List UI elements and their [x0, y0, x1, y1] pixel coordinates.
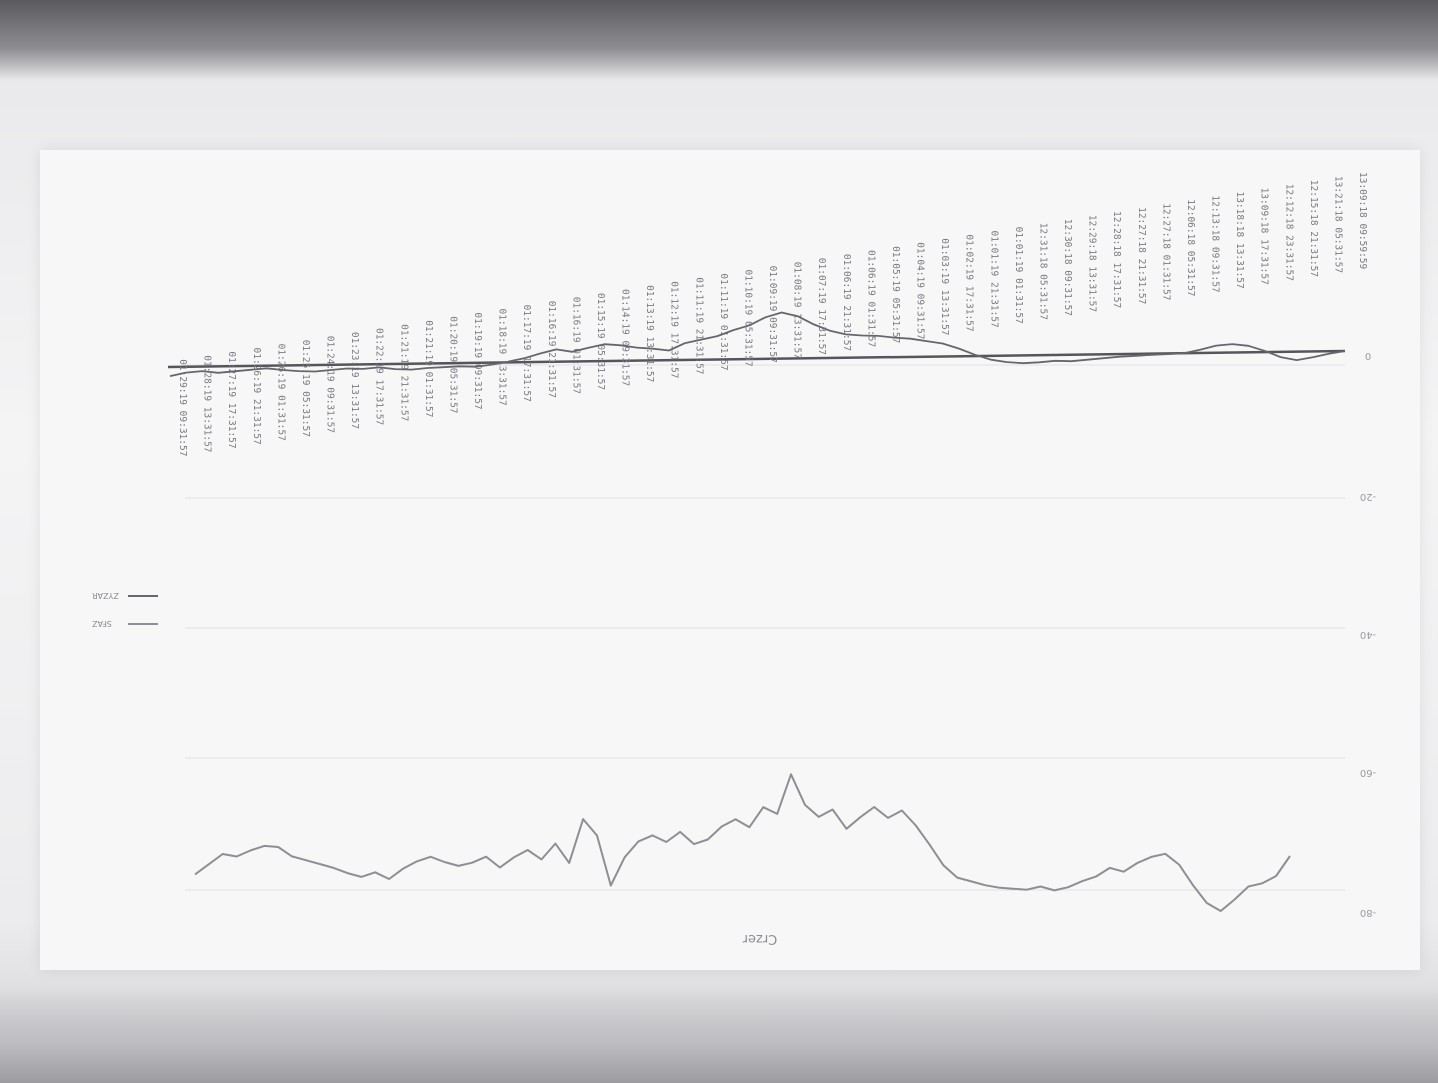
x-tick-label: 01:28:19 13:31:57: [202, 355, 213, 452]
x-tick-label: 01:21:19 21:31:57: [398, 324, 409, 421]
x-tick-label: 01:26:19 01:31:57: [275, 344, 286, 441]
x-tick-label: 01:23:19 13:31:57: [349, 332, 360, 429]
y-tick-label: -80: [1360, 907, 1376, 918]
x-axis-tick-labels: 13:09:18 09:59:59 13:21:18 05:31:57 12:15:…: [177, 172, 1368, 456]
x-tick-label: 01:09:19 09:31:57: [767, 266, 778, 363]
y-axis-tick-labels: 0 -20 -40 -60 -80: [1360, 350, 1376, 918]
x-tick-label: 01:14:19 09:31:57: [620, 289, 631, 386]
desk-background-top: [0, 0, 1438, 80]
x-tick-label: 01:03:19 13:31:57: [939, 238, 950, 335]
y-tick-label: -20: [1360, 491, 1376, 502]
legend: ZYZAR SFAZ: [91, 591, 158, 628]
x-tick-label: 01:13:19 13:31:57: [644, 285, 655, 382]
x-tick-label: 12:27:18 21:31:57: [1136, 207, 1147, 304]
x-tick-label: 12:31:18 05:31:57: [1037, 223, 1048, 320]
x-tick-label: 12:06:18 05:31:57: [1185, 199, 1196, 296]
x-tick-label: 01:16:19 21:31:57: [546, 301, 557, 398]
x-tick-label: 01:29:19 09:31:57: [177, 359, 188, 456]
series-line-lower: [194, 773, 1291, 912]
x-tick-label: 01:06:19 21:31:57: [841, 254, 852, 351]
y-tick-label: -60: [1360, 767, 1376, 778]
x-tick-label: 01:24:19 09:31:57: [325, 336, 336, 433]
x-tick-label: 12:27:18 01:31:57: [1160, 203, 1171, 300]
x-tick-label: 01:25:19 05:31:57: [300, 340, 311, 437]
x-tick-label: 13:09:18 09:59:59: [1357, 172, 1368, 270]
x-tick-label: 01:06:19 01:31:57: [865, 250, 876, 347]
x-tick-label: 12:12:18 23:31:57: [1283, 184, 1294, 281]
x-tick-label: 01:01:19 01:31:57: [1013, 227, 1024, 324]
x-tick-label: 12:29:18 13:31:57: [1087, 215, 1098, 312]
printed-paper: [40, 150, 1420, 970]
x-tick-label: 13:18:18 13:31:57: [1234, 192, 1245, 289]
chart-title: Crzer: [742, 931, 777, 946]
x-tick-label: 13:09:18 17:31:57: [1259, 188, 1270, 285]
x-tick-label: 12:28:18 17:31:57: [1111, 211, 1122, 308]
x-tick-label: 01:15:19 05:31:57: [595, 293, 606, 390]
x-tick-label: 01:20:19 05:31:57: [447, 316, 458, 413]
gridlines: [185, 364, 1345, 891]
legend-label: ZYZAR: [92, 591, 119, 600]
x-tick-label: 01:12:19 17:31:57: [669, 281, 680, 378]
legend-label: SFAZ: [91, 619, 111, 628]
x-tick-label: 01:16:19 01:31:57: [570, 297, 581, 394]
x-tick-label: 01:01:19 21:31:57: [988, 231, 999, 328]
zero-axis: [167, 349, 1346, 369]
x-tick-label: 12:13:18 09:31:57: [1210, 195, 1221, 292]
x-tick-label: 12:30:18 09:31:57: [1062, 219, 1073, 316]
x-tick-label: 01:26:19 21:31:57: [251, 348, 262, 445]
x-tick-label: 01:08:19 13:31:57: [792, 262, 803, 359]
x-tick-label: 13:21:18 05:31:57: [1332, 176, 1343, 273]
series-lines: [169, 311, 1346, 912]
y-tick-label: -40: [1360, 629, 1376, 640]
x-tick-label: 01:18:19 13:31:57: [497, 309, 508, 406]
x-tick-label: 01:05:19 05:31:57: [890, 246, 901, 343]
y-tick-label: 0: [1365, 350, 1371, 361]
zero-axis-line: [167, 349, 1346, 369]
x-tick-label: 01:27:19 17:31:57: [226, 351, 237, 448]
desk-background-bottom: [0, 985, 1438, 1083]
x-tick-label: 01:11:19 21:31:57: [693, 277, 704, 374]
x-tick-label: 01:22:19 17:31:57: [374, 328, 385, 425]
x-tick-label: 01:10:19 05:31:57: [742, 270, 753, 367]
series-line-upper: [169, 311, 1346, 377]
x-tick-label: 01:19:19 09:31:57: [472, 312, 483, 409]
x-tick-label: 01:02:19 17:31:57: [964, 234, 975, 331]
x-tick-label: 12:15:18 21:31:57: [1308, 180, 1319, 277]
x-tick-label: 01:17:19 17:31:57: [521, 305, 532, 402]
x-tick-label: 01:07:19 17:31:57: [816, 258, 827, 355]
x-tick-label: 01:11:19 01:31:57: [718, 273, 729, 370]
x-tick-label: 01:04:19 09:31:57: [915, 242, 926, 339]
